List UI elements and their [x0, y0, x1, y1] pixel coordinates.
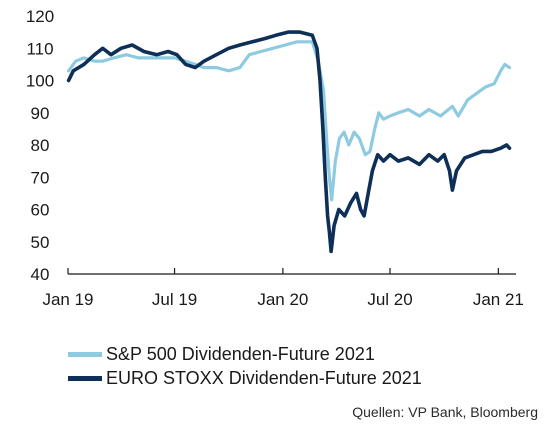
x-tick-label-0: Jan 19 [42, 290, 93, 309]
y-tick-label-120: 120 [26, 7, 54, 26]
series-layer [66, 30, 512, 254]
legend-swatch-eurostoxx [68, 375, 102, 381]
x-tick-label-3: Jul 20 [367, 290, 412, 309]
x-tick-label-2: Jan 20 [257, 290, 308, 309]
y-tick-label-40: 40 [31, 265, 50, 284]
legend-label-sp500: S&P 500 Dividenden-Future 2021 [106, 344, 375, 364]
series-line-eurostoxx [66, 30, 512, 254]
y-tick-label-60: 60 [31, 201, 50, 220]
y-tick-label-110: 110 [26, 39, 53, 58]
x-tick-label-1: Jul 19 [152, 290, 197, 309]
y-tick-label-90: 90 [31, 104, 50, 123]
series-line-sp500 [67, 40, 512, 202]
source-note: Quellen: VP Bank, Bloomberg [352, 404, 538, 420]
legend-item-eurostoxx: EURO STOXX Dividenden-Future 2021 [68, 366, 422, 390]
x-tick-label-4: Jan 21 [473, 290, 524, 309]
line-chart: 40 50 60 70 80 90 100 110 120 Jan 19 Jul 19 Jan 20… [26, 7, 524, 309]
y-tick-label-100: 100 [26, 72, 54, 91]
legend-item-sp500: S&P 500 Dividenden-Future 2021 [68, 342, 422, 366]
legend: S&P 500 Dividenden-Future 2021 EURO STOX… [68, 342, 422, 390]
y-tick-label-50: 50 [31, 233, 50, 252]
y-axis: 40 50 60 70 80 90 100 110 120 [26, 7, 54, 284]
y-tick-label-80: 80 [31, 136, 50, 155]
y-tick-label-70: 70 [31, 168, 50, 187]
legend-label-eurostoxx: EURO STOXX Dividenden-Future 2021 [106, 368, 422, 388]
x-axis: Jan 19 Jul 19 Jan 20 Jul 20 Jan 21 [42, 268, 524, 309]
legend-swatch-sp500 [68, 351, 102, 357]
